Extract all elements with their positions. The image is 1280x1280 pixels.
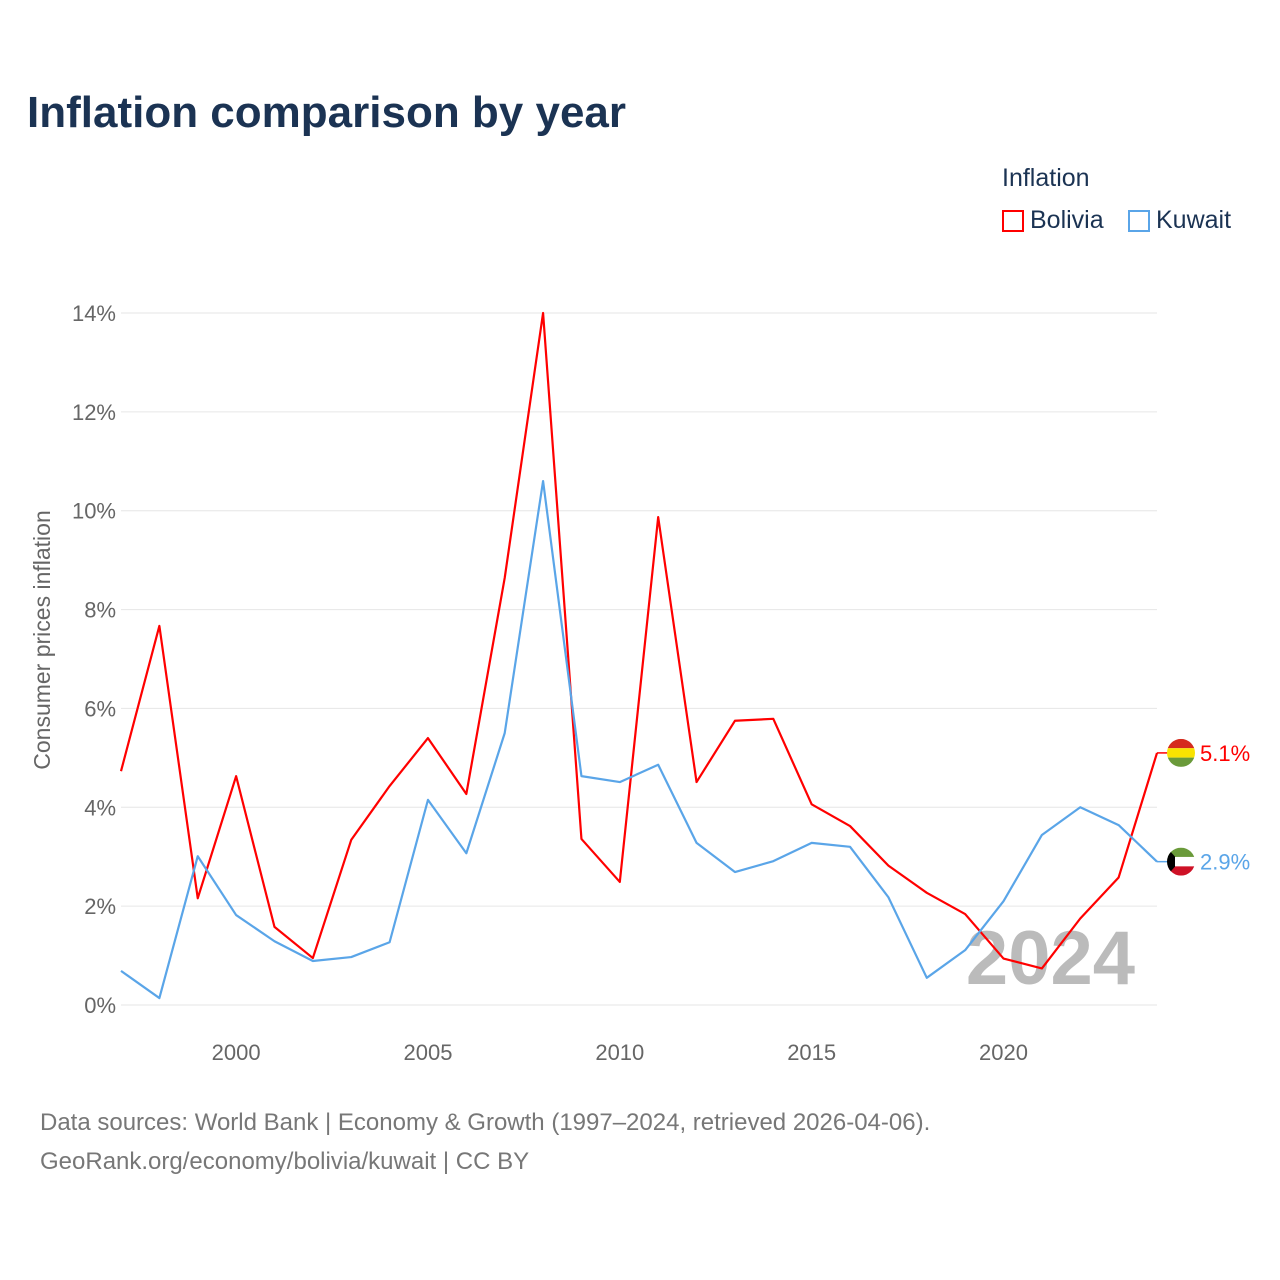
legend-item-kuwait[interactable]: Kuwait bbox=[1128, 206, 1231, 235]
footer-source: Data sources: World Bank | Economy & Gro… bbox=[40, 1109, 931, 1136]
x-tick-label: 2010 bbox=[595, 1040, 644, 1065]
x-tick-label: 2000 bbox=[212, 1040, 261, 1065]
y-tick-label: 4% bbox=[84, 795, 116, 820]
flag-bolivia-icon bbox=[1167, 738, 1195, 749]
legend-title: Inflation bbox=[1002, 164, 1090, 192]
flag-kuwait-icon bbox=[1167, 847, 1195, 857]
x-tick-label: 2015 bbox=[787, 1040, 836, 1065]
legend-swatch-kuwait bbox=[1128, 209, 1150, 232]
y-tick-label: 10% bbox=[72, 499, 116, 524]
y-tick-label: 0% bbox=[84, 993, 116, 1018]
legend-label-kuwait: Kuwait bbox=[1156, 206, 1232, 234]
legend-label-bolivia: Bolivia bbox=[1030, 206, 1104, 234]
legend-swatch-bolivia bbox=[1002, 209, 1024, 232]
y-tick-label: 6% bbox=[84, 696, 116, 721]
end-value-label: 2.9% bbox=[1200, 850, 1250, 875]
x-tick-label: 2020 bbox=[979, 1040, 1028, 1065]
y-tick-label: 14% bbox=[72, 301, 116, 326]
y-axis-label: Consumer prices inflation bbox=[29, 510, 55, 770]
footer-link[interactable]: GeoRank.org/economy/bolivia/kuwait | CC … bbox=[40, 1148, 530, 1175]
flag-bolivia-icon bbox=[1167, 757, 1195, 767]
y-tick-label: 2% bbox=[84, 894, 116, 919]
y-tick-label: 12% bbox=[72, 400, 116, 425]
flag-bolivia-icon bbox=[1167, 748, 1195, 758]
x-tick-label: 2005 bbox=[403, 1040, 452, 1065]
flag-kuwait-icon bbox=[1167, 866, 1195, 876]
series-line-kuwait bbox=[120, 479, 1158, 1000]
legend-item-bolivia[interactable]: Bolivia bbox=[1002, 206, 1104, 235]
flag-kuwait-icon bbox=[1167, 856, 1195, 867]
page-title: Inflation comparison by year bbox=[27, 88, 627, 137]
end-value-label: 5.1% bbox=[1200, 741, 1250, 766]
flag-kuwait-icon bbox=[1167, 847, 1175, 876]
series-line-bolivia bbox=[119, 311, 1159, 970]
y-tick-label: 8% bbox=[84, 598, 116, 623]
